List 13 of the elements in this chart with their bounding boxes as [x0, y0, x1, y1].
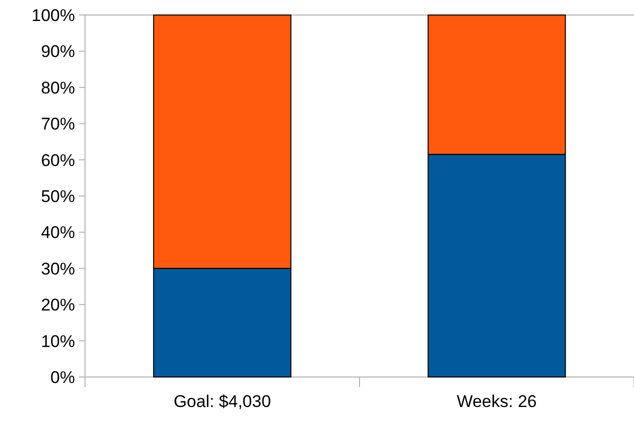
y-tick-label: 50% [40, 186, 75, 206]
y-tick-label: 70% [40, 114, 75, 134]
x-tick-label: Weeks: 26 [456, 392, 537, 411]
y-tick-label: 20% [40, 296, 75, 315]
y-tick-label: 10% [40, 332, 75, 351]
x-tick-label: Goal: $4,030 [174, 392, 271, 411]
y-tick-label: 90% [40, 42, 75, 62]
y-tick-label: 40% [40, 223, 75, 242]
y-tick-label: 0% [50, 368, 75, 387]
y-tick-label: 80% [40, 78, 75, 98]
y-tick-label: 30% [40, 259, 75, 278]
y-tick-label: 100% [32, 6, 75, 25]
y-tick-label: 60% [40, 150, 75, 170]
